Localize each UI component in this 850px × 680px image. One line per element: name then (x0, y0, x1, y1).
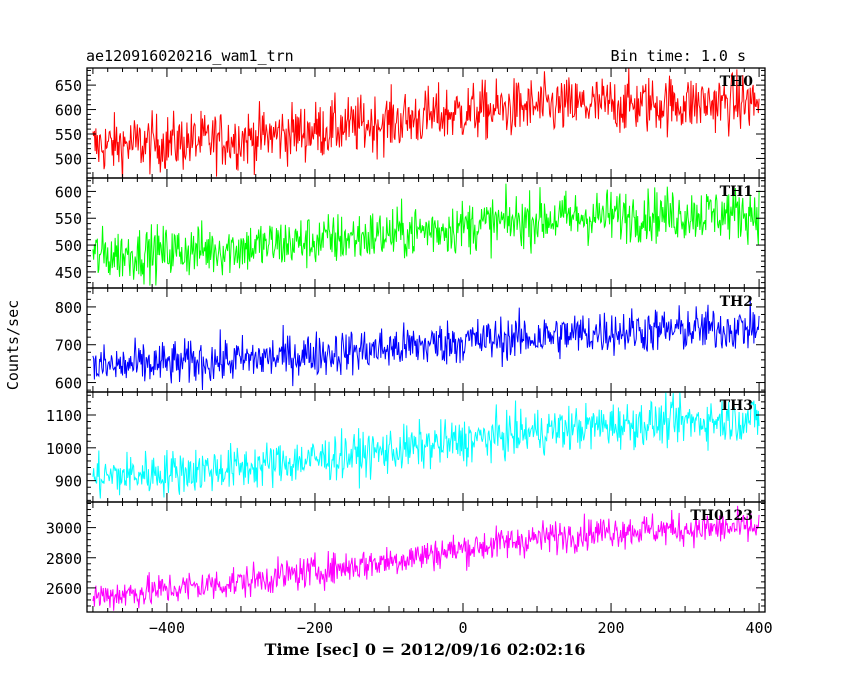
panel-label-th0: TH0 (720, 74, 754, 90)
panel-label-th3: TH3 (720, 398, 753, 414)
y-tick-label: 600 (55, 375, 82, 393)
y-tick-label: 550 (55, 210, 82, 228)
series-line-th2 (92, 298, 760, 390)
series-line-th0123 (92, 505, 760, 611)
x-tick-label: −200 (297, 619, 333, 637)
x-tick-label: 400 (746, 619, 773, 637)
series-line-th0 (92, 68, 760, 178)
bin-time-label: Bin time: 1.0 s (611, 47, 746, 65)
y-tick-label: 1000 (46, 440, 82, 458)
y-tick-label: 2800 (46, 550, 82, 568)
y-tick-label: 600 (55, 102, 82, 120)
series-line-th3 (92, 392, 760, 499)
panel-label-th1: TH1 (720, 184, 753, 200)
y-tick-label: 3000 (46, 520, 82, 538)
panel-frame-th3 (86, 391, 766, 503)
y-axis-label: Counts/sec (4, 300, 22, 390)
y-tick-label: 900 (55, 473, 82, 491)
y-tick-label: 1100 (46, 407, 82, 425)
y-tick-label: 700 (55, 337, 82, 355)
y-tick-label: 600 (55, 183, 82, 201)
x-tick-label: 0 (458, 619, 467, 637)
chart-title: ae120916020216_wam1_trn (86, 47, 294, 65)
y-tick-label: 550 (55, 126, 82, 144)
y-tick-label: 2600 (46, 580, 82, 598)
x-axis-label: Time [sec] 0 = 2012/09/16 02:02:16 (265, 640, 586, 659)
panel-frame-th0123 (86, 501, 766, 613)
x-tick-label: 200 (597, 619, 624, 637)
y-tick-label: 500 (55, 237, 82, 255)
x-tick-label: −400 (149, 619, 185, 637)
y-tick-label: 500 (55, 150, 82, 168)
panel-frame-th0 (86, 67, 766, 179)
y-tick-label: 450 (55, 264, 82, 282)
panel-label-th2: TH2 (720, 294, 753, 310)
series-line-th1 (92, 183, 760, 286)
y-tick-label: 650 (55, 77, 82, 95)
y-tick-label: 800 (55, 299, 82, 317)
panels: 500 550 600 650 TH0 450 500 550 600 TH1 600 700 800 T… (46, 67, 773, 637)
panel-label-th0123: TH0123 (690, 508, 753, 524)
